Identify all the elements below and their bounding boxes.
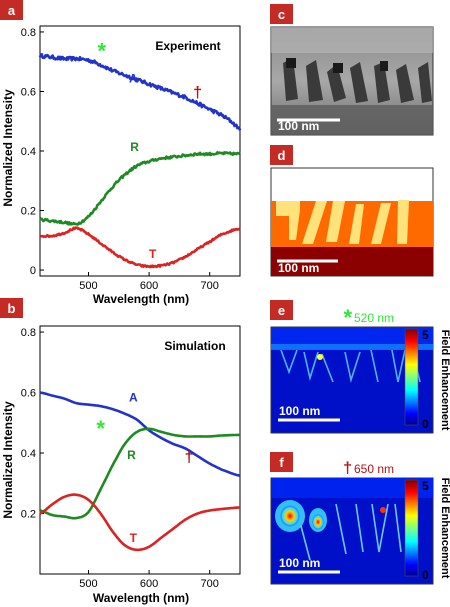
panel-tag-b: b <box>0 298 23 318</box>
dagger-marker-f: † <box>343 460 352 477</box>
series-R-b <box>39 427 241 520</box>
panel-letter-a: a <box>8 3 16 18</box>
colorbar-e <box>404 328 419 426</box>
dagger-marker-b: † <box>185 449 194 466</box>
xlabel-a: Wavelength (nm) <box>93 292 189 306</box>
panel-tag-f: f <box>270 452 293 472</box>
series-A-b <box>39 391 241 477</box>
series-A-a <box>38 53 242 131</box>
y-tick-label-b: 0.2 <box>21 509 36 521</box>
series-R-a <box>39 151 241 226</box>
panel-letter-c: c <box>278 7 285 22</box>
scale-label-e: 100 nm <box>279 404 320 418</box>
model-diagram: 100 nm <box>270 167 434 277</box>
series-label-R-b: R <box>127 448 136 462</box>
chart-experiment: Normalized Intensity Wavelength (nm) Exp… <box>1 25 242 306</box>
y-tick-label-b: 0.4 <box>21 448 36 460</box>
y-tick-label-b: 0.8 <box>21 327 36 339</box>
plot-frame-b <box>39 325 241 575</box>
y-tick-label-a: 0.2 <box>21 206 36 218</box>
colorbar-f <box>404 479 419 577</box>
scale-label-f: 100 nm <box>279 556 320 570</box>
xlabel-b: Wavelength (nm) <box>93 591 189 605</box>
scale-label-c: 100 nm <box>278 119 319 133</box>
series-T-b <box>39 493 241 552</box>
series-label-A-a: A <box>129 72 138 86</box>
colorbar-min-f: 0 <box>422 568 429 582</box>
wavelength-label-e: 520 nm <box>354 311 394 325</box>
panel-tag-e: e <box>270 300 293 320</box>
panel-tag-a: a <box>0 0 23 20</box>
sem-image: 100 nm <box>270 26 434 136</box>
panel-letter-f: f <box>279 455 284 470</box>
x-tick-label-b: 700 <box>201 578 219 590</box>
x-tick-label-a: 700 <box>201 280 219 292</box>
colorbar-label-e: Field Enhancement <box>439 330 450 431</box>
series-label-T-b: T <box>130 531 138 545</box>
y-tick-label-b: 0.6 <box>21 388 36 400</box>
field-map-650: † 650 nm 100 nm 5 0 Field Enhancement <box>270 460 450 585</box>
dagger-marker-a: † <box>193 84 202 101</box>
x-tick-label-a: 600 <box>140 280 158 292</box>
star-marker-a: * <box>98 38 107 63</box>
x-tick-label-a: 500 <box>79 280 97 292</box>
colorbar-max-f: 5 <box>422 479 429 493</box>
colorbar-label-f: Field Enhancement <box>439 478 450 579</box>
scale-label-d: 100 nm <box>278 261 319 275</box>
title-b: Simulation <box>164 339 225 353</box>
y-tick-label-a: 0.8 <box>21 27 36 39</box>
panel-tag-c: c <box>270 4 293 24</box>
x-tick-label-b: 600 <box>140 578 158 590</box>
star-marker-b: * <box>96 416 105 441</box>
panel-letter-e: e <box>278 303 285 318</box>
ylabel-a: Normalized Intensity <box>1 89 15 207</box>
ylabel-b: Normalized Intensity <box>1 401 15 519</box>
x-tick-label-b: 500 <box>79 578 97 590</box>
y-tick-label-a: 0 <box>30 265 36 277</box>
panel-letter-b: b <box>8 301 16 316</box>
field-map-520: * 520 nm 100 nm 5 0 Field Enhancement <box>270 305 450 434</box>
series-label-A-b: A <box>129 391 138 405</box>
series-T-a <box>39 226 241 269</box>
chart-simulation: Normalized Intensity Wavelength (nm) Sim… <box>1 325 241 605</box>
colorbar-max-e: 5 <box>422 328 429 342</box>
panel-tag-d: d <box>270 145 293 165</box>
plot-frame-a <box>39 25 241 277</box>
star-marker-e: * <box>343 305 352 330</box>
wavelength-label-f: 650 nm <box>354 462 394 476</box>
panel-letter-d: d <box>278 148 286 163</box>
series-label-R-a: R <box>130 140 139 154</box>
y-tick-label-a: 0.4 <box>21 146 36 158</box>
colorbar-min-e: 0 <box>422 417 429 431</box>
title-a: Experiment <box>155 39 220 53</box>
series-label-T-a: T <box>149 247 157 261</box>
y-tick-label-a: 0.6 <box>21 86 36 98</box>
